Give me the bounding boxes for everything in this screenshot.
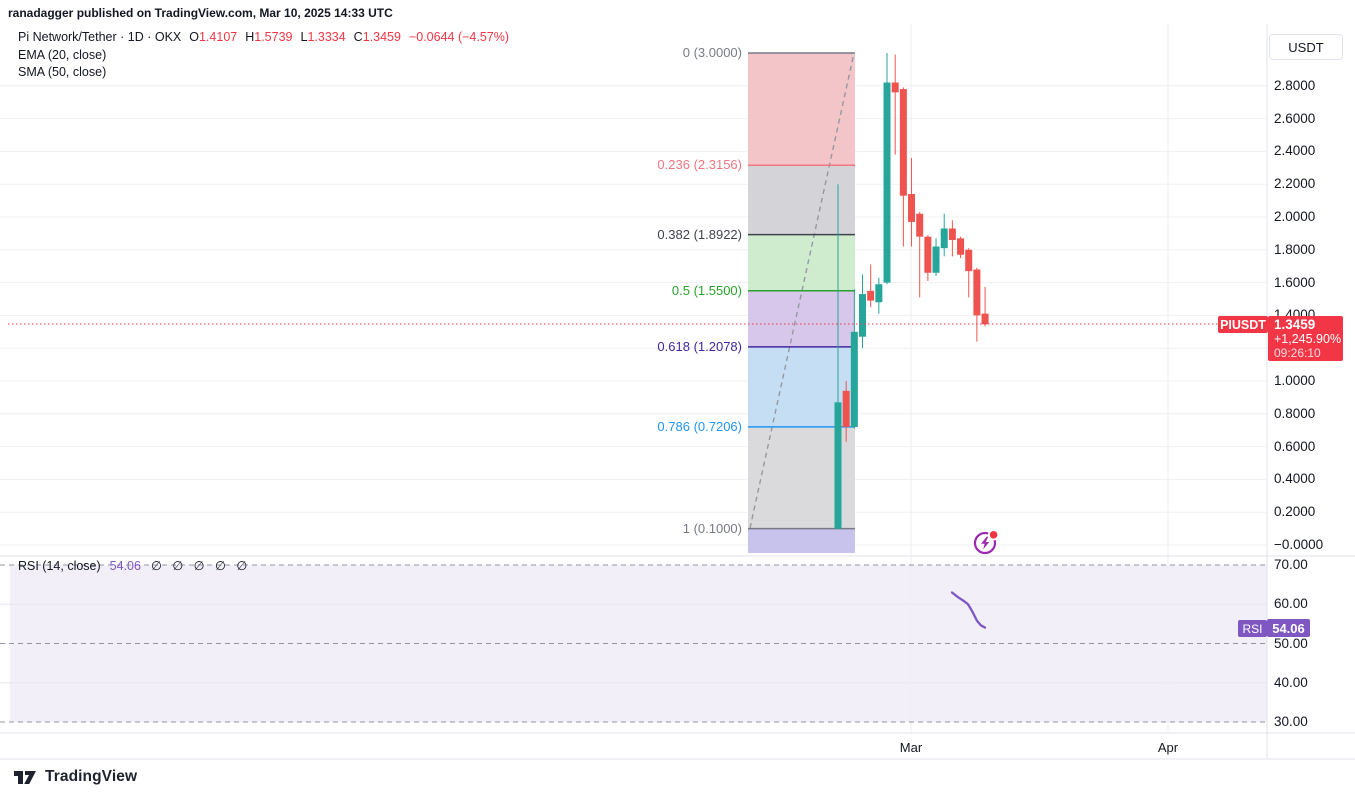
fib-band bbox=[748, 53, 855, 166]
candle-body bbox=[842, 390, 850, 427]
time-axis[interactable] bbox=[0, 733, 1267, 759]
open-label: O bbox=[189, 30, 199, 44]
fib-level-label: 0.5 (1.5500) bbox=[671, 282, 742, 298]
rsi-title: RSI (14, close) bbox=[18, 559, 101, 573]
tradingview-logo[interactable]: TradingView bbox=[13, 767, 137, 787]
high-value: 1.5739 bbox=[254, 30, 293, 44]
indicator-sma[interactable]: SMA (50, close) bbox=[18, 65, 107, 79]
high-label: H bbox=[245, 30, 255, 44]
fib-trendline bbox=[749, 52, 855, 529]
rsi-value: 54.06 bbox=[109, 559, 141, 573]
candle-body bbox=[924, 236, 932, 273]
fib-band bbox=[748, 528, 855, 553]
last-price: 1.3459 bbox=[1274, 317, 1316, 332]
fib-level-label: 1 (0.1000) bbox=[682, 520, 742, 536]
tradingview-logo-icon bbox=[14, 771, 36, 784]
fib-level-label: 0.382 (1.8922) bbox=[657, 226, 742, 242]
notification-dot bbox=[989, 531, 998, 539]
low-label: L bbox=[300, 30, 308, 44]
flash-circle bbox=[973, 531, 997, 555]
rsi-legend[interactable]: RSI (14, close) 54.06 ∅ ∅ ∅ ∅ ∅ bbox=[18, 558, 247, 573]
candle-body bbox=[948, 228, 956, 240]
price-axis[interactable] bbox=[1267, 24, 1355, 759]
candle-body bbox=[899, 89, 907, 196]
symbol-legend: Pi Network/Tether · 1D · OKX O1.4107 H1.57… bbox=[18, 29, 509, 82]
close-label: C bbox=[353, 30, 363, 44]
currency-toggle-button[interactable]: USDT bbox=[1269, 34, 1343, 60]
fib-level-label: 0.786 (0.7206) bbox=[657, 418, 742, 434]
candle-body bbox=[883, 82, 891, 283]
price-line-symbol-tag: PIUSDT bbox=[1218, 316, 1268, 333]
symbol-title: Pi Network/Tether · 1D · OKX bbox=[18, 30, 182, 44]
flash-action-icon[interactable] bbox=[971, 528, 1001, 558]
candle-body bbox=[916, 213, 924, 237]
candle-body bbox=[867, 290, 875, 301]
fib-band bbox=[748, 346, 855, 427]
candle-body bbox=[891, 82, 899, 93]
open-value: 1.4107 bbox=[198, 30, 238, 44]
rsi-name-tag: RSI bbox=[1238, 620, 1267, 637]
rsi-band-tint bbox=[10, 565, 1267, 722]
indicator-ema[interactable]: EMA (20, close) bbox=[18, 47, 107, 62]
rsi-curve bbox=[950, 591, 987, 629]
symbol-legend-row[interactable]: Pi Network/Tether · 1D · OKX O1.4107 H1.57… bbox=[18, 29, 509, 47]
bar-countdown: 09:26:10 bbox=[1274, 346, 1321, 360]
candle-body bbox=[965, 249, 973, 272]
candle-body bbox=[940, 228, 948, 249]
change-value: −0.0644 (−4.57%) bbox=[408, 30, 510, 44]
candle-body bbox=[973, 269, 981, 316]
candle-body bbox=[834, 402, 842, 529]
rsi-hidden-plot-values: ∅ ∅ ∅ ∅ ∅ bbox=[150, 559, 248, 573]
lightning-bolt-icon bbox=[981, 536, 990, 550]
candle-body bbox=[957, 238, 965, 255]
fib-band bbox=[748, 165, 855, 235]
fib-level-label: 0 (3.0000) bbox=[682, 45, 742, 60]
fib-band bbox=[748, 290, 855, 347]
candle-body bbox=[932, 246, 940, 273]
fib-band bbox=[748, 234, 855, 291]
tradingview-logo-text: TradingView bbox=[45, 768, 138, 785]
fib-band bbox=[748, 426, 855, 529]
rsi-value-tag: 54.06 bbox=[1267, 619, 1310, 637]
candle-body bbox=[908, 194, 916, 222]
last-price-box: 1.3459 +1,245.90% 09:26:10 bbox=[1268, 316, 1343, 361]
last-price-change-pct: +1,245.90% bbox=[1274, 332, 1342, 346]
attribution-text: ranadagger published on TradingView.com,… bbox=[8, 6, 393, 20]
candle-body bbox=[850, 331, 858, 427]
candle-body bbox=[859, 294, 867, 337]
candle-body bbox=[981, 313, 989, 325]
fib-level-label: 0.236 (2.3156) bbox=[657, 157, 742, 173]
candle-body bbox=[875, 284, 883, 303]
close-value: 1.3459 bbox=[362, 30, 401, 44]
low-value: 1.3334 bbox=[307, 30, 346, 44]
fib-level-label: 0.618 (1.2078) bbox=[657, 338, 742, 354]
